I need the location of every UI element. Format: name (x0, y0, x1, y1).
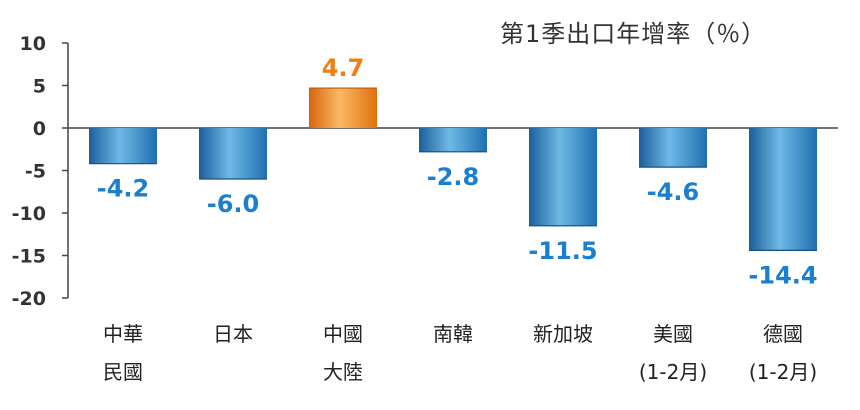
x-tick-label: (1-2月) (749, 360, 817, 384)
x-tick-label: 新加坡 (533, 322, 593, 346)
data-label: -14.4 (748, 261, 817, 289)
data-label: -4.6 (647, 178, 699, 206)
x-tick-label: 民國 (103, 360, 143, 384)
x-tick-label: 中國 (323, 322, 363, 346)
x-tick-label: 日本 (213, 322, 253, 346)
y-tick-label: 5 (33, 76, 46, 98)
bar (309, 88, 377, 128)
bar (199, 128, 267, 179)
data-label: -4.2 (97, 175, 149, 203)
bar (639, 128, 707, 168)
data-label: -2.8 (427, 163, 479, 191)
y-tick-label: -5 (25, 161, 46, 183)
x-tick-label: 南韓 (433, 322, 473, 346)
y-tick-label: -10 (12, 203, 46, 225)
y-tick-label: -20 (12, 288, 46, 310)
x-tick-label: 大陸 (323, 360, 363, 384)
chart-title: 第1季出口年增率（％） (500, 20, 767, 48)
data-label: -11.5 (528, 237, 597, 265)
x-tick-label: 美國 (653, 322, 693, 346)
x-tick-label: 德國 (763, 322, 803, 346)
bar (529, 128, 597, 226)
x-tick-label: 中華 (103, 322, 143, 346)
bar (89, 128, 157, 164)
x-tick-label: (1-2月) (639, 360, 707, 384)
y-tick-label: 10 (20, 33, 46, 55)
bar (419, 128, 487, 152)
y-tick-label: 0 (33, 118, 46, 140)
y-tick-label: -15 (12, 246, 46, 268)
data-label: -6.0 (207, 190, 259, 218)
data-label: 4.7 (322, 54, 365, 82)
bar (749, 128, 817, 251)
